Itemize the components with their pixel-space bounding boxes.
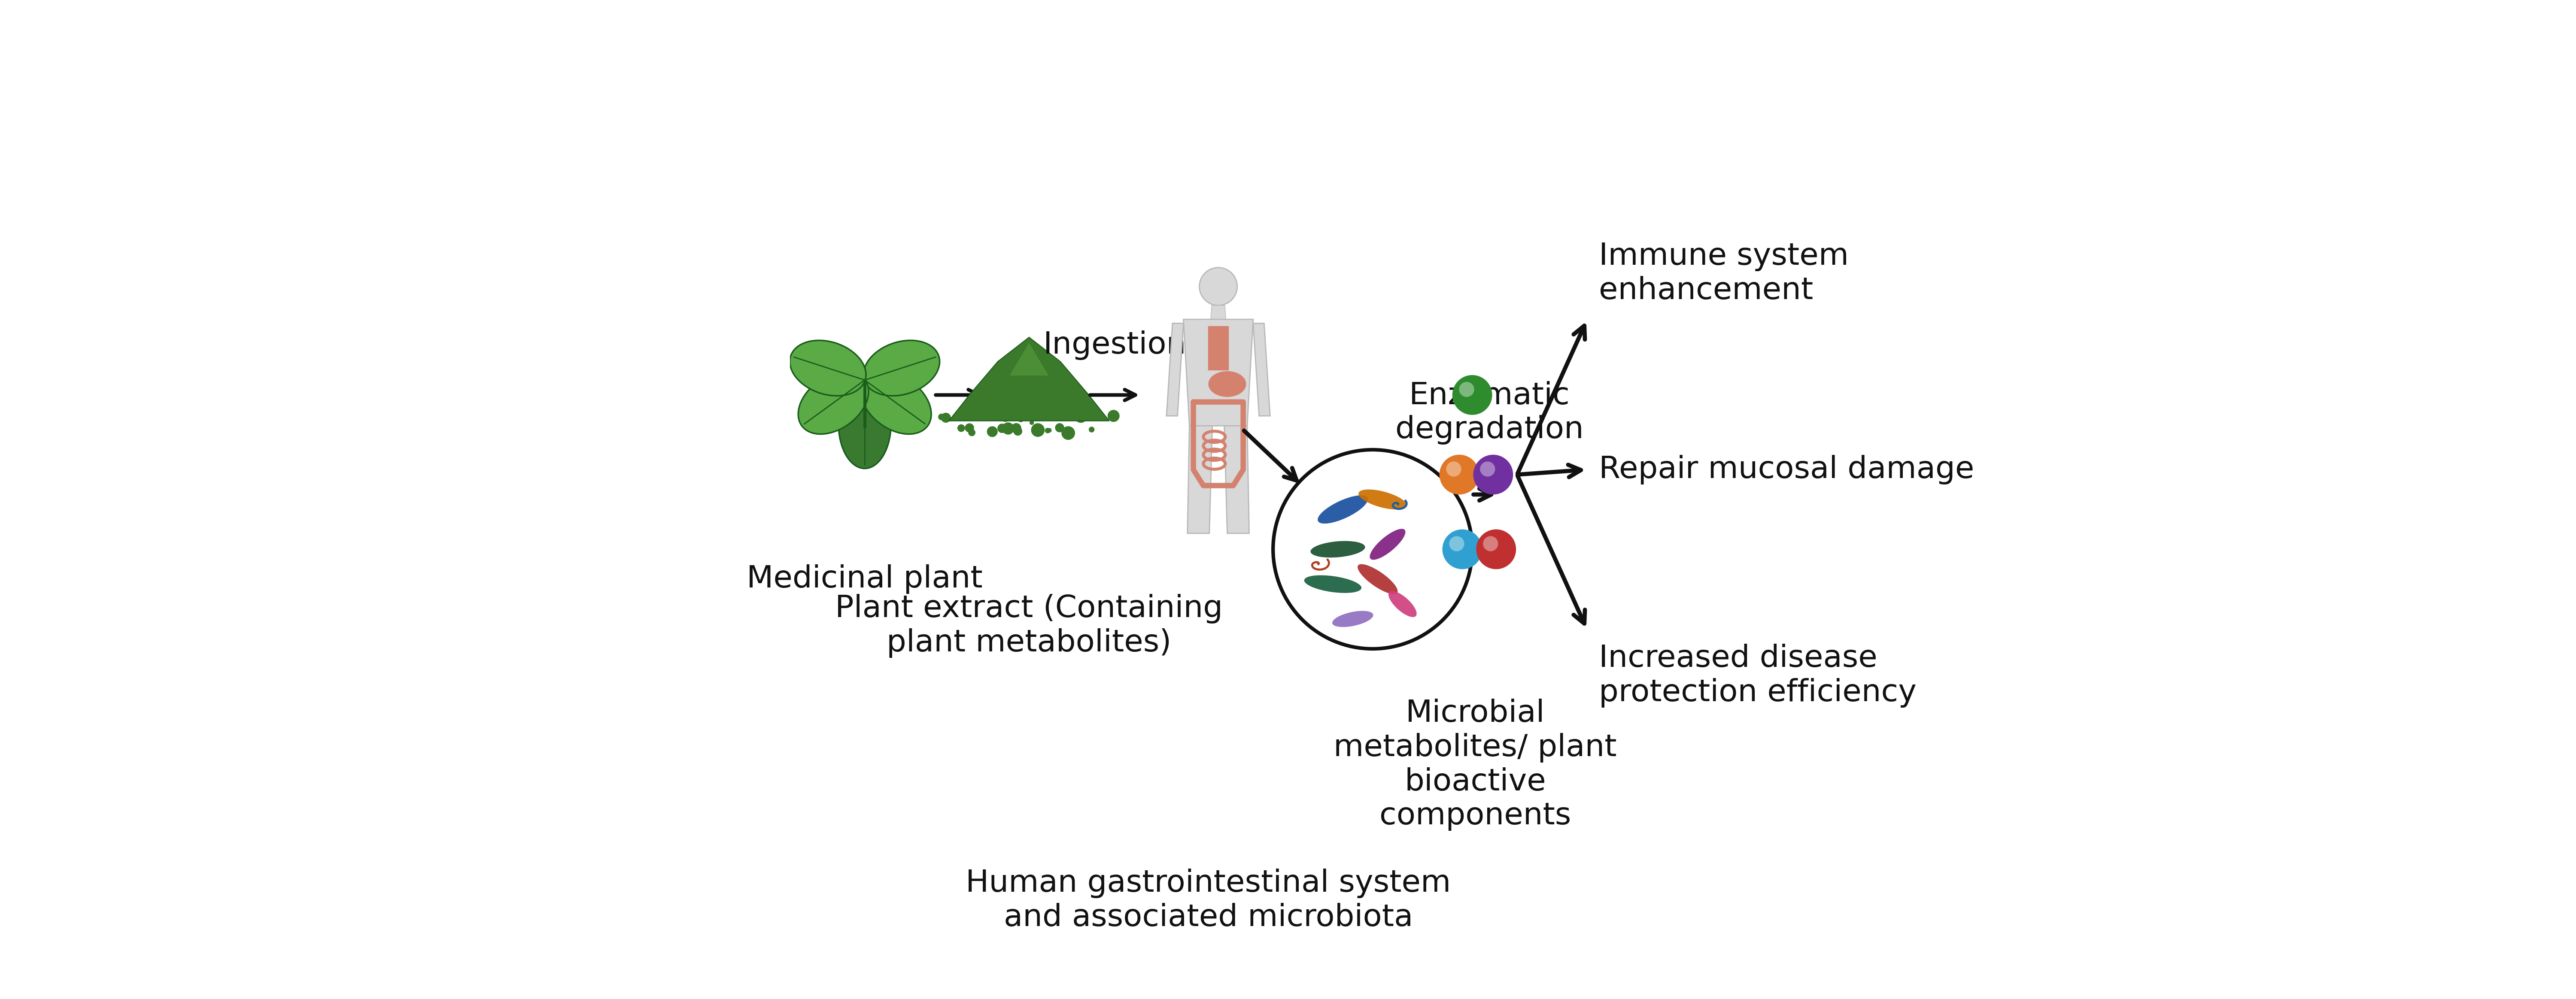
- Circle shape: [1445, 462, 1461, 477]
- Circle shape: [1453, 375, 1492, 415]
- Ellipse shape: [1311, 541, 1365, 557]
- Ellipse shape: [860, 372, 933, 435]
- Ellipse shape: [1358, 490, 1406, 509]
- Polygon shape: [1252, 324, 1270, 416]
- Circle shape: [1443, 529, 1481, 569]
- Ellipse shape: [840, 380, 891, 469]
- Circle shape: [1046, 428, 1051, 433]
- Circle shape: [1046, 428, 1051, 434]
- Text: Repair mucosal damage: Repair mucosal damage: [1600, 455, 1973, 485]
- Circle shape: [1440, 455, 1479, 495]
- Circle shape: [969, 429, 976, 437]
- Circle shape: [1061, 427, 1074, 440]
- Circle shape: [1200, 268, 1236, 306]
- Ellipse shape: [791, 341, 866, 396]
- Circle shape: [1056, 424, 1064, 433]
- Circle shape: [1473, 455, 1512, 495]
- Text: Medicinal plant: Medicinal plant: [747, 564, 984, 593]
- Polygon shape: [1182, 320, 1252, 426]
- Ellipse shape: [1388, 591, 1417, 617]
- Circle shape: [1476, 529, 1517, 569]
- Polygon shape: [1188, 426, 1213, 533]
- Text: Increased disease
protection efficiency: Increased disease protection efficiency: [1600, 643, 1917, 707]
- Ellipse shape: [1370, 528, 1406, 559]
- Circle shape: [987, 427, 997, 437]
- Ellipse shape: [863, 341, 940, 396]
- Circle shape: [1090, 427, 1095, 433]
- Ellipse shape: [1332, 610, 1373, 627]
- Circle shape: [958, 425, 966, 432]
- Circle shape: [938, 414, 945, 421]
- Circle shape: [966, 424, 974, 433]
- Polygon shape: [1211, 306, 1226, 320]
- Circle shape: [1481, 462, 1494, 477]
- Circle shape: [1273, 450, 1473, 648]
- Ellipse shape: [1208, 371, 1247, 397]
- Polygon shape: [1208, 327, 1229, 370]
- Circle shape: [1450, 536, 1463, 551]
- Polygon shape: [1010, 343, 1048, 376]
- Circle shape: [1458, 382, 1473, 397]
- Circle shape: [1270, 446, 1476, 652]
- Circle shape: [999, 411, 1012, 422]
- Polygon shape: [948, 338, 1110, 421]
- Circle shape: [1012, 424, 1020, 434]
- Ellipse shape: [1358, 564, 1399, 594]
- Polygon shape: [1167, 324, 1182, 416]
- Polygon shape: [1224, 426, 1249, 533]
- Circle shape: [1030, 421, 1033, 425]
- Text: Human gastrointestinal system
and associated microbiota: Human gastrointestinal system and associ…: [966, 869, 1450, 932]
- Text: Enzymatic
degradation: Enzymatic degradation: [1396, 381, 1584, 445]
- Ellipse shape: [1303, 575, 1363, 593]
- Circle shape: [940, 413, 951, 423]
- Circle shape: [997, 424, 1007, 433]
- Text: Microbial
metabolites/ plant
bioactive
components: Microbial metabolites/ plant bioactive c…: [1334, 698, 1618, 831]
- Text: Ingestion: Ingestion: [1043, 331, 1188, 361]
- Text: Immune system
enhancement: Immune system enhancement: [1600, 242, 1850, 306]
- Circle shape: [1484, 536, 1499, 551]
- Ellipse shape: [1319, 496, 1368, 523]
- Circle shape: [1012, 427, 1023, 436]
- Circle shape: [1074, 410, 1087, 423]
- Circle shape: [1046, 415, 1051, 420]
- Circle shape: [1002, 423, 1015, 435]
- Ellipse shape: [799, 372, 868, 435]
- Circle shape: [1018, 417, 1023, 423]
- Circle shape: [1030, 424, 1046, 437]
- Text: Plant extract (Containing
plant metabolites): Plant extract (Containing plant metaboli…: [835, 594, 1224, 658]
- Circle shape: [1108, 410, 1121, 422]
